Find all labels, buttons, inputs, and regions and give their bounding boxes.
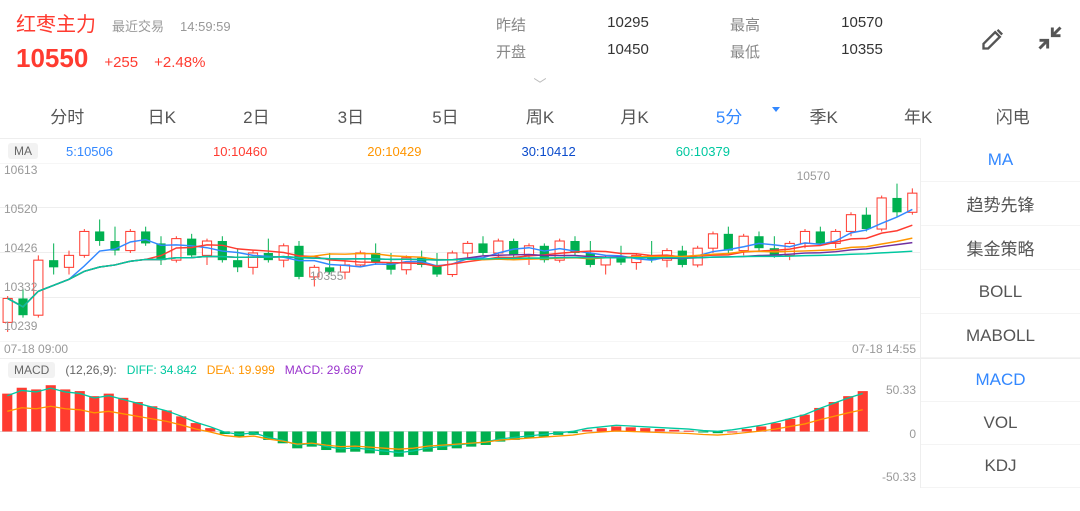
- header-actions: [980, 24, 1064, 52]
- last-trade-label: 最近交易: [112, 16, 164, 35]
- y-axis-label: 10239: [4, 319, 37, 333]
- timeframe-tabs: 分时日K2日3日5日周K月K5分季K年K闪电: [0, 93, 1080, 138]
- x-axis-start: 07-18 09:00: [4, 342, 68, 356]
- y-axis-label: 10613: [4, 163, 37, 177]
- tab-月K[interactable]: 月K: [587, 103, 682, 128]
- ma-legend: MA 5:10506 10:10460 20:10429 30:10412 60:103…: [0, 139, 920, 163]
- header-left: 红枣主力 最近交易 14:59:59 10550 +255 +2.48%: [16, 8, 316, 74]
- high-annotation: 10570: [797, 169, 830, 183]
- macd-diff: DIFF: 34.842: [127, 363, 197, 377]
- header: 红枣主力 最近交易 14:59:59 10550 +255 +2.48% 昨结 …: [0, 0, 1080, 78]
- low-annotation: 10355: [310, 269, 343, 283]
- header-stats: 昨结 10295 最高 10570 开盘 10450 最低 10355: [496, 14, 940, 62]
- ma-legend-item: 20:10429: [367, 144, 421, 159]
- ma-legend-item: 10:10460: [213, 144, 267, 159]
- ma-legend-item: 30:10412: [521, 144, 575, 159]
- draw-icon[interactable]: [980, 24, 1008, 52]
- ma-tag: MA: [8, 143, 38, 159]
- macd-dea: DEA: 19.999: [207, 363, 275, 377]
- candlestick-chart[interactable]: MA 5:10506 10:10460 20:10429 30:10412 60:103…: [0, 138, 920, 358]
- x-axis-end: 07-18 14:55: [852, 342, 916, 356]
- instrument-title: 红枣主力: [16, 8, 96, 37]
- y-axis-label: 10426: [4, 241, 37, 255]
- macd-y-zero: 0: [909, 427, 916, 441]
- indicator-VOL[interactable]: VOL: [921, 402, 1080, 445]
- tab-日K[interactable]: 日K: [115, 103, 210, 128]
- tab-闪电[interactable]: 闪电: [965, 103, 1060, 128]
- macd-legend: MACD (12,26,9): DIFF: 34.842 DEA: 19.999…: [0, 359, 920, 381]
- macd-params: (12,26,9):: [65, 363, 116, 377]
- ma-legend-item: 5:10506: [66, 144, 113, 159]
- y-axis-label: 10332: [4, 280, 37, 294]
- open-label: 开盘: [496, 41, 583, 62]
- indicator-MACD[interactable]: MACD: [921, 359, 1080, 402]
- price-change: +255: [104, 54, 138, 71]
- indicator-panel-bottom: MACDVOLKDJ: [920, 359, 1080, 488]
- tab-年K[interactable]: 年K: [871, 103, 966, 128]
- price-change-pct: +2.48%: [154, 54, 205, 71]
- macd-tag: MACD: [8, 362, 55, 378]
- macd-y-high: 50.33: [886, 383, 916, 397]
- expand-chevron-icon[interactable]: ﹀: [0, 74, 1080, 93]
- indicator-MA[interactable]: MA: [921, 138, 1080, 182]
- indicator-panel-top: MA趋势先锋集金策略BOLLMABOLL: [920, 138, 1080, 358]
- macd-macd: MACD: 29.687: [285, 363, 364, 377]
- macd-y-low: -50.33: [882, 470, 916, 484]
- tab-周K[interactable]: 周K: [493, 103, 588, 128]
- high-value: 10570: [841, 14, 940, 35]
- prev-close-label: 昨结: [496, 14, 583, 35]
- last-trade-time: 14:59:59: [180, 19, 231, 34]
- collapse-icon[interactable]: [1036, 24, 1064, 52]
- indicator-集金策略[interactable]: 集金策略: [921, 226, 1080, 270]
- indicator-MABOLL[interactable]: MABOLL: [921, 314, 1080, 358]
- indicator-KDJ[interactable]: KDJ: [921, 445, 1080, 488]
- tab-3日[interactable]: 3日: [304, 103, 399, 128]
- tab-季K[interactable]: 季K: [776, 103, 871, 128]
- tab-5分[interactable]: 5分: [682, 103, 777, 128]
- tab-分时[interactable]: 分时: [20, 103, 115, 128]
- low-label: 最低: [730, 41, 817, 62]
- ma-legend-item: 60:10379: [676, 144, 730, 159]
- tab-2日[interactable]: 2日: [209, 103, 304, 128]
- high-label: 最高: [730, 14, 817, 35]
- indicator-趋势先锋[interactable]: 趋势先锋: [921, 182, 1080, 226]
- macd-chart[interactable]: MACD (12,26,9): DIFF: 34.842 DEA: 19.999…: [0, 359, 920, 488]
- low-value: 10355: [841, 41, 940, 62]
- tab-5日[interactable]: 5日: [398, 103, 493, 128]
- indicator-BOLL[interactable]: BOLL: [921, 270, 1080, 314]
- open-value: 10450: [607, 41, 706, 62]
- prev-close-value: 10295: [607, 14, 706, 35]
- y-axis-label: 10520: [4, 202, 37, 216]
- last-price: 10550: [16, 43, 88, 74]
